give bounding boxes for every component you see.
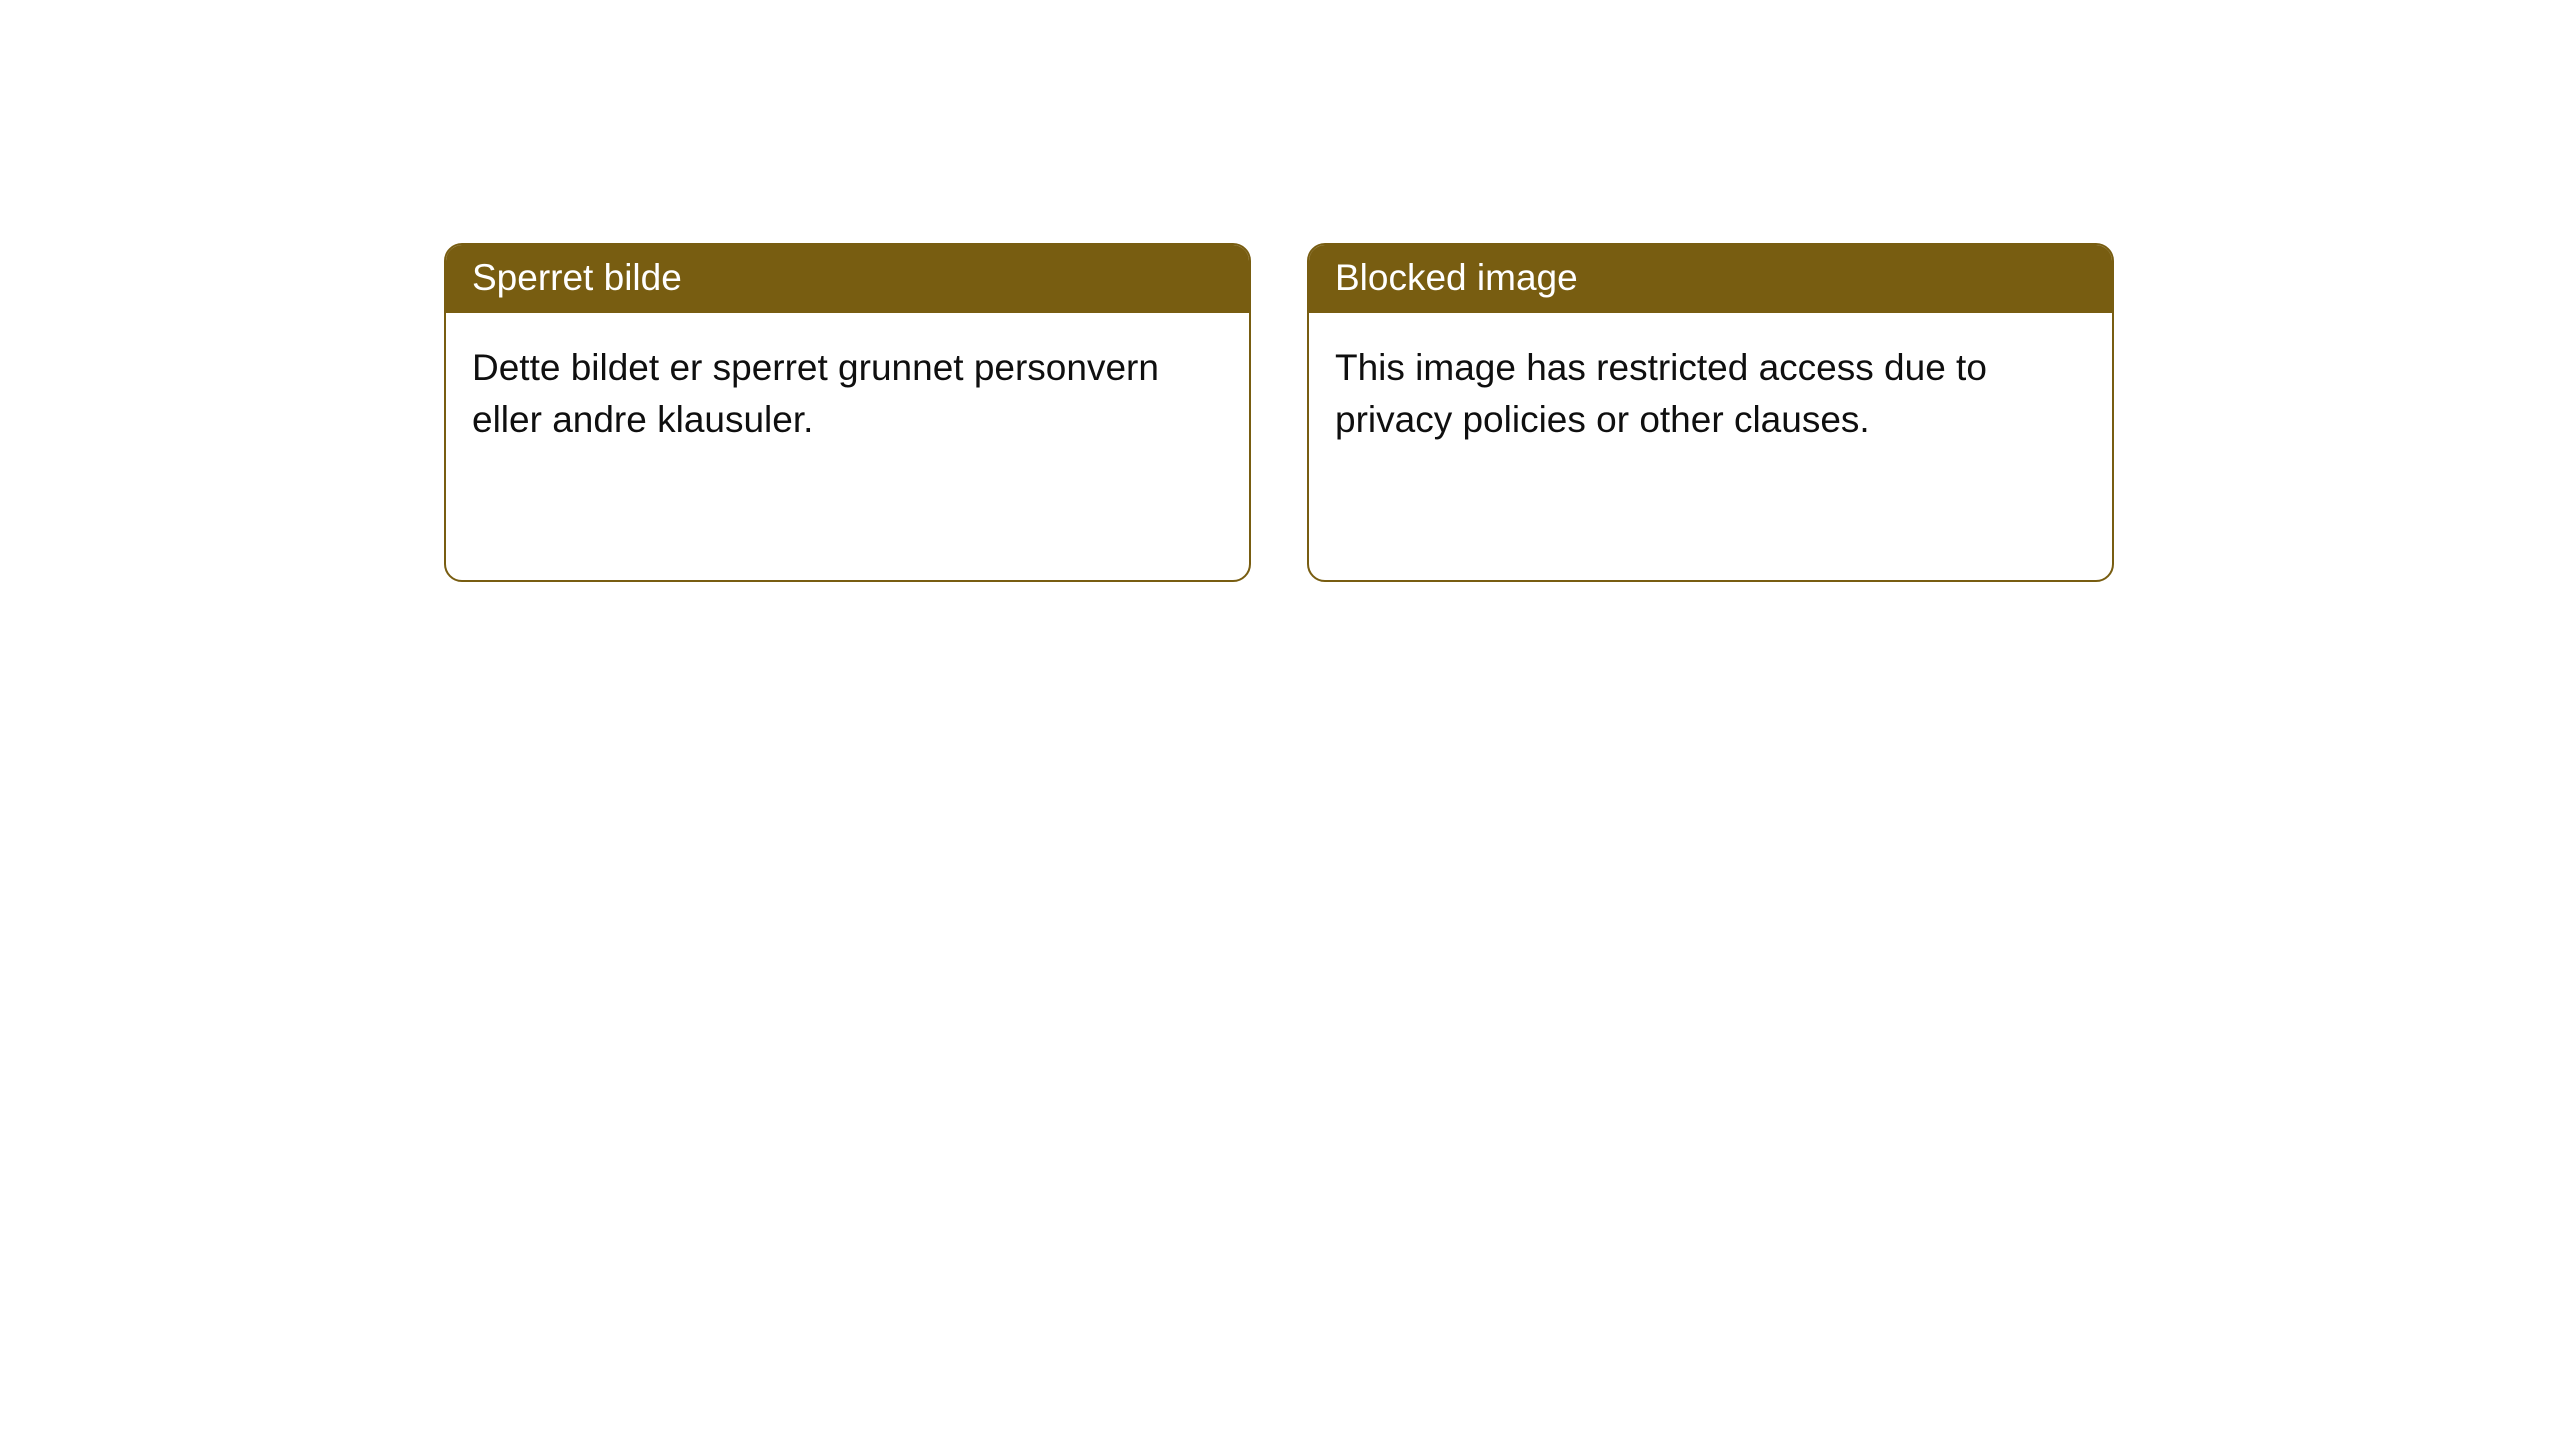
notice-header: Blocked image xyxy=(1309,245,2112,313)
notice-card-english: Blocked image This image has restricted … xyxy=(1307,243,2114,582)
notice-card-norwegian: Sperret bilde Dette bildet er sperret gr… xyxy=(444,243,1251,582)
notice-header: Sperret bilde xyxy=(446,245,1249,313)
notice-body: This image has restricted access due to … xyxy=(1309,313,2112,475)
notice-container: Sperret bilde Dette bildet er sperret gr… xyxy=(0,0,2560,582)
notice-body: Dette bildet er sperret grunnet personve… xyxy=(446,313,1249,475)
